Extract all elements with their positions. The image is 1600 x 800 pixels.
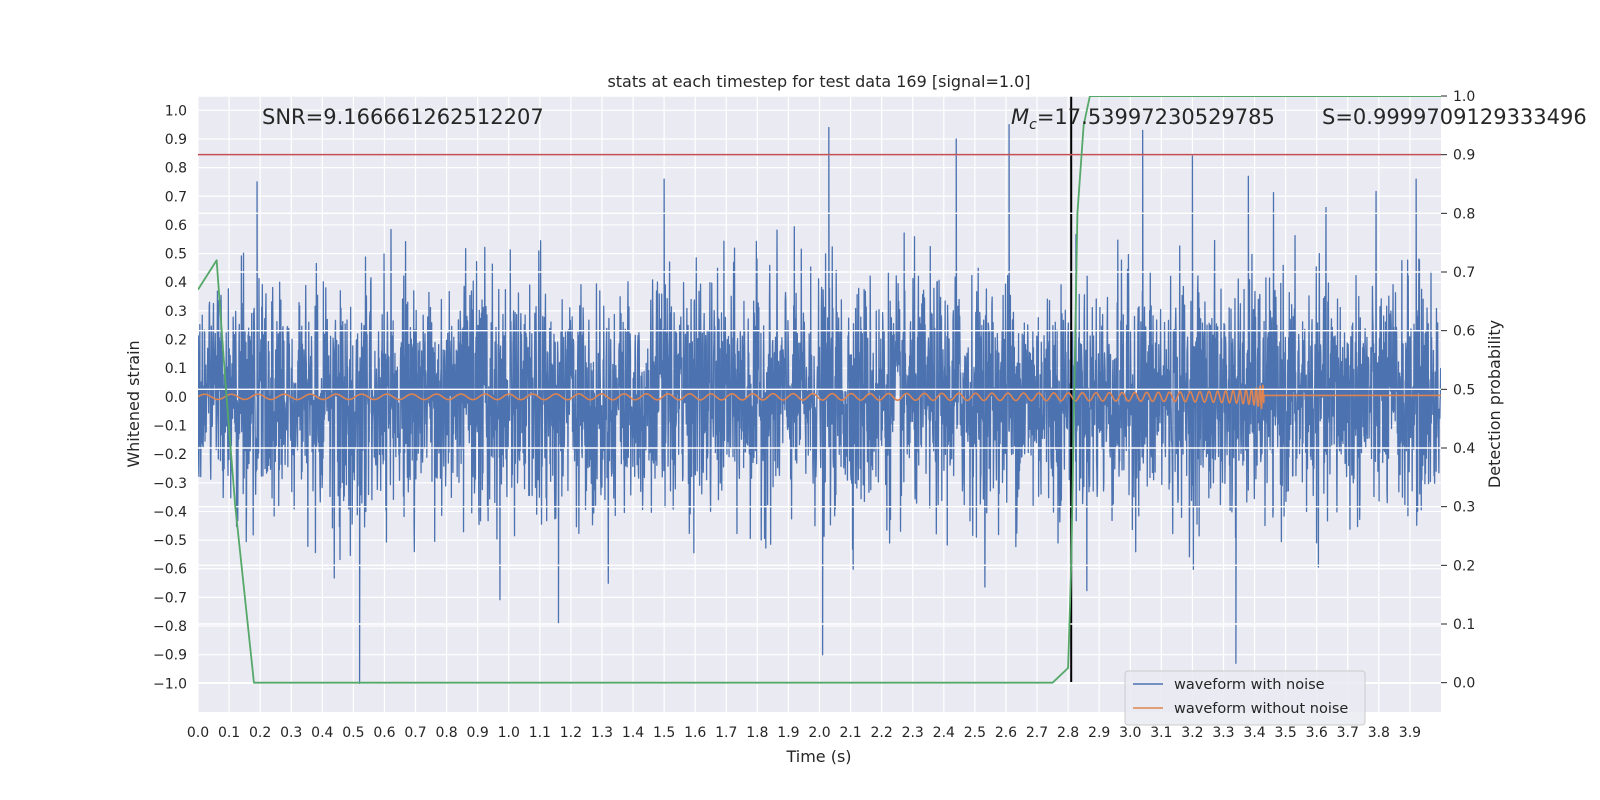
x-tick-label: 0.6 xyxy=(373,725,395,741)
x-tick-label: 2.3 xyxy=(902,725,924,741)
x-tick-label: 1.9 xyxy=(777,725,799,741)
y2-tick-label: 0.7 xyxy=(1453,265,1475,281)
y-tick-label: −0.6 xyxy=(153,562,187,578)
x-tick-label: 0.3 xyxy=(280,725,302,741)
y-tick-label: 0.6 xyxy=(165,218,187,234)
x-tick-label: 1.5 xyxy=(653,725,675,741)
x-tick-label: 0.0 xyxy=(187,725,209,741)
x-tick-label: 1.1 xyxy=(529,725,551,741)
y2-tick-label: 0.0 xyxy=(1453,676,1475,692)
y2-gridlines xyxy=(198,96,1441,684)
x-tick-label: 2.4 xyxy=(933,725,955,741)
x-tick-label: 1.4 xyxy=(622,725,644,741)
y-tick-label: 0.8 xyxy=(165,161,187,177)
chirp-mass-symbol: M xyxy=(1011,105,1029,129)
series-waveform-without-noise-line xyxy=(198,384,1441,410)
legend-label-waveform-without-noise: waveform without noise xyxy=(1174,701,1348,717)
score-annotation: S=0.9999709129333496 xyxy=(1322,105,1587,129)
x-tick-label: 0.7 xyxy=(404,725,426,741)
y2-tick-label: 0.9 xyxy=(1453,148,1475,164)
y2-tick-labels: 1.0 0.9 0.8 0.7 0.6 0.5 0.4 0.3 0.2 0.1 0.0 xyxy=(1441,89,1475,692)
chirp-mass-value: =17.53997230529785 xyxy=(1037,105,1275,129)
x-tick-label: 0.2 xyxy=(249,725,271,741)
x-tick-label: 1.2 xyxy=(560,725,582,741)
y-tick-label: 0.5 xyxy=(165,247,187,263)
x-axis-title: Time (s) xyxy=(785,747,851,766)
x-tick-label: 3.5 xyxy=(1274,725,1296,741)
chirp-mass-annotation: Mc=17.53997230529785 xyxy=(1011,105,1275,133)
y2-tick-label: 0.8 xyxy=(1453,206,1475,222)
x-tick-label: 1.8 xyxy=(746,725,768,741)
legend-label-waveform-with-noise: waveform with noise xyxy=(1174,677,1325,693)
x-tick-label: 0.1 xyxy=(218,725,240,741)
y-tick-label: −0.8 xyxy=(153,619,187,635)
x-tick-label: 3.4 xyxy=(1243,725,1265,741)
legend: waveform with noise waveform without noi… xyxy=(1124,670,1366,726)
x-tick-label: 3.9 xyxy=(1399,725,1421,741)
y-tick-label: −0.2 xyxy=(153,447,187,463)
y-tick-label: 0.2 xyxy=(165,333,187,349)
y2-tick-label: 0.1 xyxy=(1453,617,1475,633)
x-tick-label: 0.5 xyxy=(342,725,364,741)
x-tick-label: 3.8 xyxy=(1368,725,1390,741)
y2-tick-label: 0.4 xyxy=(1453,441,1475,457)
y-tick-label: 0.3 xyxy=(165,304,187,320)
x-tick-label: 3.2 xyxy=(1181,725,1203,741)
x-tick-label: 3.6 xyxy=(1306,725,1328,741)
x-tick-label: 2.2 xyxy=(871,725,893,741)
x-tick-label: 1.6 xyxy=(684,725,706,741)
y-tick-label: −0.4 xyxy=(153,504,187,520)
x-tick-label: 1.3 xyxy=(591,725,613,741)
y2-tick-label: 0.6 xyxy=(1453,324,1475,340)
legend-box xyxy=(1124,670,1366,726)
y2-tick-label: 1.0 xyxy=(1453,89,1475,105)
x-tick-label: 2.5 xyxy=(964,725,986,741)
y2-axis-title: Detection probability xyxy=(1485,320,1504,488)
y-tick-label: −0.3 xyxy=(153,476,187,492)
chirp-mass-subscript: c xyxy=(1029,117,1037,133)
y-axis-title: Whitened strain xyxy=(124,340,143,467)
x-tick-label: 0.4 xyxy=(311,725,333,741)
x-tick-label: 3.0 xyxy=(1119,725,1141,741)
y-tick-label: −0.9 xyxy=(153,648,187,664)
series-detection-probability-line xyxy=(198,96,1441,684)
y-tick-label: 1.0 xyxy=(165,103,187,119)
y-tick-label: 0.4 xyxy=(165,275,187,291)
series-waveform-with-noise-line xyxy=(198,124,1441,684)
y-gridlines xyxy=(198,109,1441,684)
x-tick-label: 2.8 xyxy=(1057,725,1079,741)
x-tick-label: 2.7 xyxy=(1026,725,1048,741)
x-tick-label: 1.7 xyxy=(715,725,737,741)
x-tick-label: 0.8 xyxy=(435,725,457,741)
y-tick-label: −0.7 xyxy=(153,590,187,606)
x-tick-label: 2.1 xyxy=(839,725,861,741)
y-tick-label: 0.7 xyxy=(165,189,187,205)
y-tick-labels: 1.0 0.9 0.8 0.7 0.6 0.5 0.4 0.3 0.2 0.1 0.0 −0.1 −0.… xyxy=(153,103,187,692)
x-tick-label: 2.6 xyxy=(995,725,1017,741)
y2-tick-label: 0.2 xyxy=(1453,558,1475,574)
x-tick-label: 2.9 xyxy=(1088,725,1110,741)
y-tick-label: 0.0 xyxy=(165,390,187,406)
y-tick-label: 0.9 xyxy=(165,132,187,148)
x-tick-labels: 0.0 0.1 0.2 0.3 0.4 0.5 0.6 0.7 0.8 0.9 1.0 1.1 1.2 1… xyxy=(187,725,1421,741)
y-tick-label: 0.1 xyxy=(165,361,187,377)
x-tick-label: 3.1 xyxy=(1150,725,1172,741)
y-tick-label: −0.1 xyxy=(153,418,187,434)
x-tick-label: 2.0 xyxy=(808,725,830,741)
y2-tick-label: 0.3 xyxy=(1453,500,1475,516)
x-tick-label: 3.3 xyxy=(1212,725,1234,741)
snr-annotation: SNR=9.166661262512207 xyxy=(262,105,544,129)
x-tick-label: 1.0 xyxy=(498,725,520,741)
y-tick-label: −0.5 xyxy=(153,533,187,549)
y2-tick-label: 0.5 xyxy=(1453,382,1475,398)
x-tick-label: 0.9 xyxy=(467,725,489,741)
x-tick-label: 3.7 xyxy=(1337,725,1359,741)
y-tick-label: −1.0 xyxy=(153,676,187,692)
chart-title: stats at each timestep for test data 169… xyxy=(607,72,1030,91)
